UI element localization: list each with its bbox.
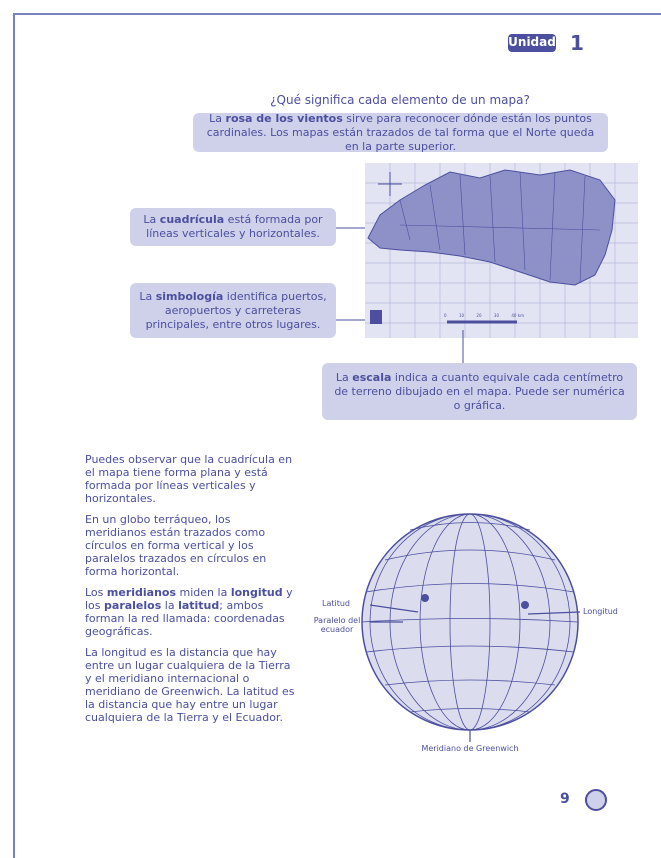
rich-text: La rosa de los vientos sirve para recono… bbox=[201, 112, 600, 154]
map-scale: 0 10 20 30 40 km bbox=[444, 313, 524, 318]
paragraph: La longitud es la distancia que hay entr… bbox=[85, 646, 295, 724]
page-number: 9 bbox=[560, 791, 570, 807]
page-title: ¿Qué significa cada elemento de un mapa? bbox=[270, 93, 530, 107]
callout: La simbología identifica puertos, aeropu… bbox=[130, 283, 336, 338]
text: indica a cuanto equivale cada centímetro… bbox=[334, 370, 625, 412]
text: La longitud es la distancia que hay entr… bbox=[85, 646, 295, 724]
text: La bbox=[143, 213, 160, 226]
rich-text: La cuadrícula está formada por líneas ve… bbox=[138, 213, 328, 241]
scale-label: 40 km bbox=[511, 313, 524, 318]
bold-text: escala bbox=[352, 370, 392, 384]
text: ; ambos forman la red llamada: coordenad… bbox=[85, 599, 285, 638]
rich-text: Los meridianos miden la longitud y los p… bbox=[85, 586, 293, 638]
bold-text: meridianos bbox=[106, 586, 177, 599]
text: la bbox=[161, 599, 179, 612]
bold-text: paralelos bbox=[104, 599, 162, 612]
bold-text: rosa de los vientos bbox=[225, 111, 343, 125]
text: La bbox=[335, 370, 353, 384]
text: identifica puertos, aeropuertos y carret… bbox=[145, 289, 327, 331]
scale-label: 30 bbox=[493, 313, 499, 318]
paragraph: Los meridianos miden la longitud y los p… bbox=[85, 586, 295, 638]
rich-text: En un globo terráqueo, los meridianos es… bbox=[85, 513, 266, 578]
text: En un globo terráqueo, los meridianos es… bbox=[85, 513, 267, 578]
bold-text: cuadrícula bbox=[159, 213, 225, 226]
unit-label: Unidad bbox=[508, 35, 556, 49]
text: miden la bbox=[176, 586, 231, 599]
text: Puedes observar que la cuadrícula en el … bbox=[85, 453, 293, 505]
text: y los bbox=[85, 586, 293, 612]
scale-label: 20 bbox=[476, 313, 482, 318]
text: sirve para reconocer dónde están los pun… bbox=[206, 111, 595, 153]
callout: La escala indica a cuanto equivale cada … bbox=[322, 363, 637, 420]
globe-label: Paralelo del ecuador bbox=[313, 616, 361, 634]
globe-label: Longitud bbox=[583, 607, 618, 616]
rich-text: La escala indica a cuanto equivale cada … bbox=[330, 371, 629, 413]
text-column: Puedes observar que la cuadrícula en el … bbox=[85, 453, 295, 732]
scale-label: 10 bbox=[458, 313, 465, 318]
text: está formada por líneas verticales y hor… bbox=[146, 213, 323, 240]
globe-label: Meridiano de Greenwich bbox=[421, 744, 519, 753]
bold-text: longitud bbox=[230, 586, 283, 599]
paragraph: En un globo terráqueo, los meridianos es… bbox=[85, 513, 295, 578]
bold-text: simbología bbox=[155, 289, 224, 303]
bold-text: latitud bbox=[178, 599, 220, 612]
text: La bbox=[139, 289, 156, 303]
text: Los bbox=[85, 586, 107, 599]
globe-label: Latitud bbox=[322, 599, 351, 608]
paragraph: Puedes observar que la cuadrícula en el … bbox=[85, 453, 295, 505]
rich-text: Puedes observar que la cuadrícula en el … bbox=[85, 453, 292, 505]
callout: La rosa de los vientos sirve para recono… bbox=[193, 112, 608, 154]
callout: La cuadrícula está formada por líneas ve… bbox=[130, 208, 336, 246]
text: La bbox=[209, 111, 226, 125]
rich-text: La simbología identifica puertos, aeropu… bbox=[138, 290, 328, 332]
unit-number: 1 bbox=[570, 31, 584, 55]
scale-label: 0 bbox=[444, 313, 447, 318]
rich-text: La longitud es la distancia que hay entr… bbox=[85, 646, 294, 724]
